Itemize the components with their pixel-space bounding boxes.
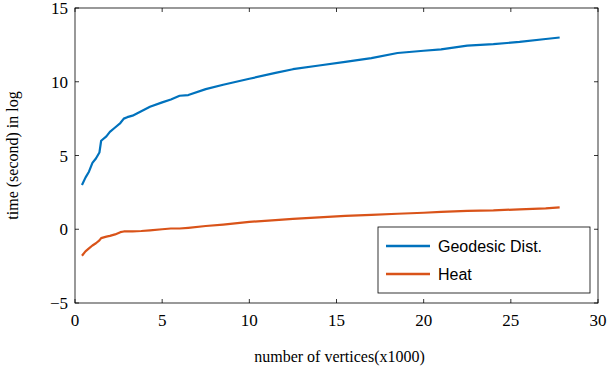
y-tick <box>594 155 598 156</box>
y-tick <box>75 229 79 230</box>
legend-label: Geodesic Dist. <box>438 238 542 255</box>
x-tick <box>423 299 424 303</box>
x-tick <box>162 299 163 303</box>
x-tick <box>510 8 511 12</box>
plot-lines <box>82 38 560 256</box>
x-tick-label: 20 <box>415 311 432 330</box>
y-tick <box>75 155 79 156</box>
legend-label: Heat <box>438 266 472 283</box>
y-tick-label: 15 <box>51 0 68 18</box>
x-tick-label: 25 <box>502 311 519 330</box>
y-tick <box>75 8 79 9</box>
x-axis-label: number of vertices(x1000) <box>254 348 425 366</box>
x-tick <box>336 8 337 12</box>
y-tick <box>594 303 598 304</box>
y-tick <box>594 81 598 82</box>
legend-swatch <box>386 245 430 248</box>
x-tick <box>249 299 250 303</box>
x-tick <box>598 299 599 303</box>
x-tick <box>336 299 337 303</box>
x-tick-label: 0 <box>71 311 80 330</box>
x-tick-label: 30 <box>590 311 607 330</box>
y-tick-label: 10 <box>51 73 68 92</box>
legend: Geodesic Dist. Heat <box>378 227 590 293</box>
x-tick <box>598 8 599 12</box>
y-tick <box>75 303 79 304</box>
x-tick <box>510 299 511 303</box>
chart: 051015202530−5051015number of vertices(x… <box>0 0 612 368</box>
plot-frame <box>75 8 598 303</box>
legend-box <box>378 227 590 293</box>
series-line <box>82 38 560 186</box>
x-tick <box>423 8 424 12</box>
y-tick-label: 0 <box>60 220 69 239</box>
x-tick <box>75 299 76 303</box>
x-tick-label: 15 <box>328 311 345 330</box>
x-tick-label: 10 <box>241 311 258 330</box>
x-tick <box>75 8 76 12</box>
y-tick-label: 5 <box>60 147 69 166</box>
y-tick-label: −5 <box>50 294 68 313</box>
y-tick <box>75 81 79 82</box>
x-tick <box>162 8 163 12</box>
x-tick-label: 5 <box>158 311 167 330</box>
x-tick <box>249 8 250 12</box>
y-tick <box>594 8 598 9</box>
y-axis-label: time (second) in log <box>4 91 22 219</box>
y-tick <box>594 229 598 230</box>
legend-swatch <box>386 273 430 276</box>
